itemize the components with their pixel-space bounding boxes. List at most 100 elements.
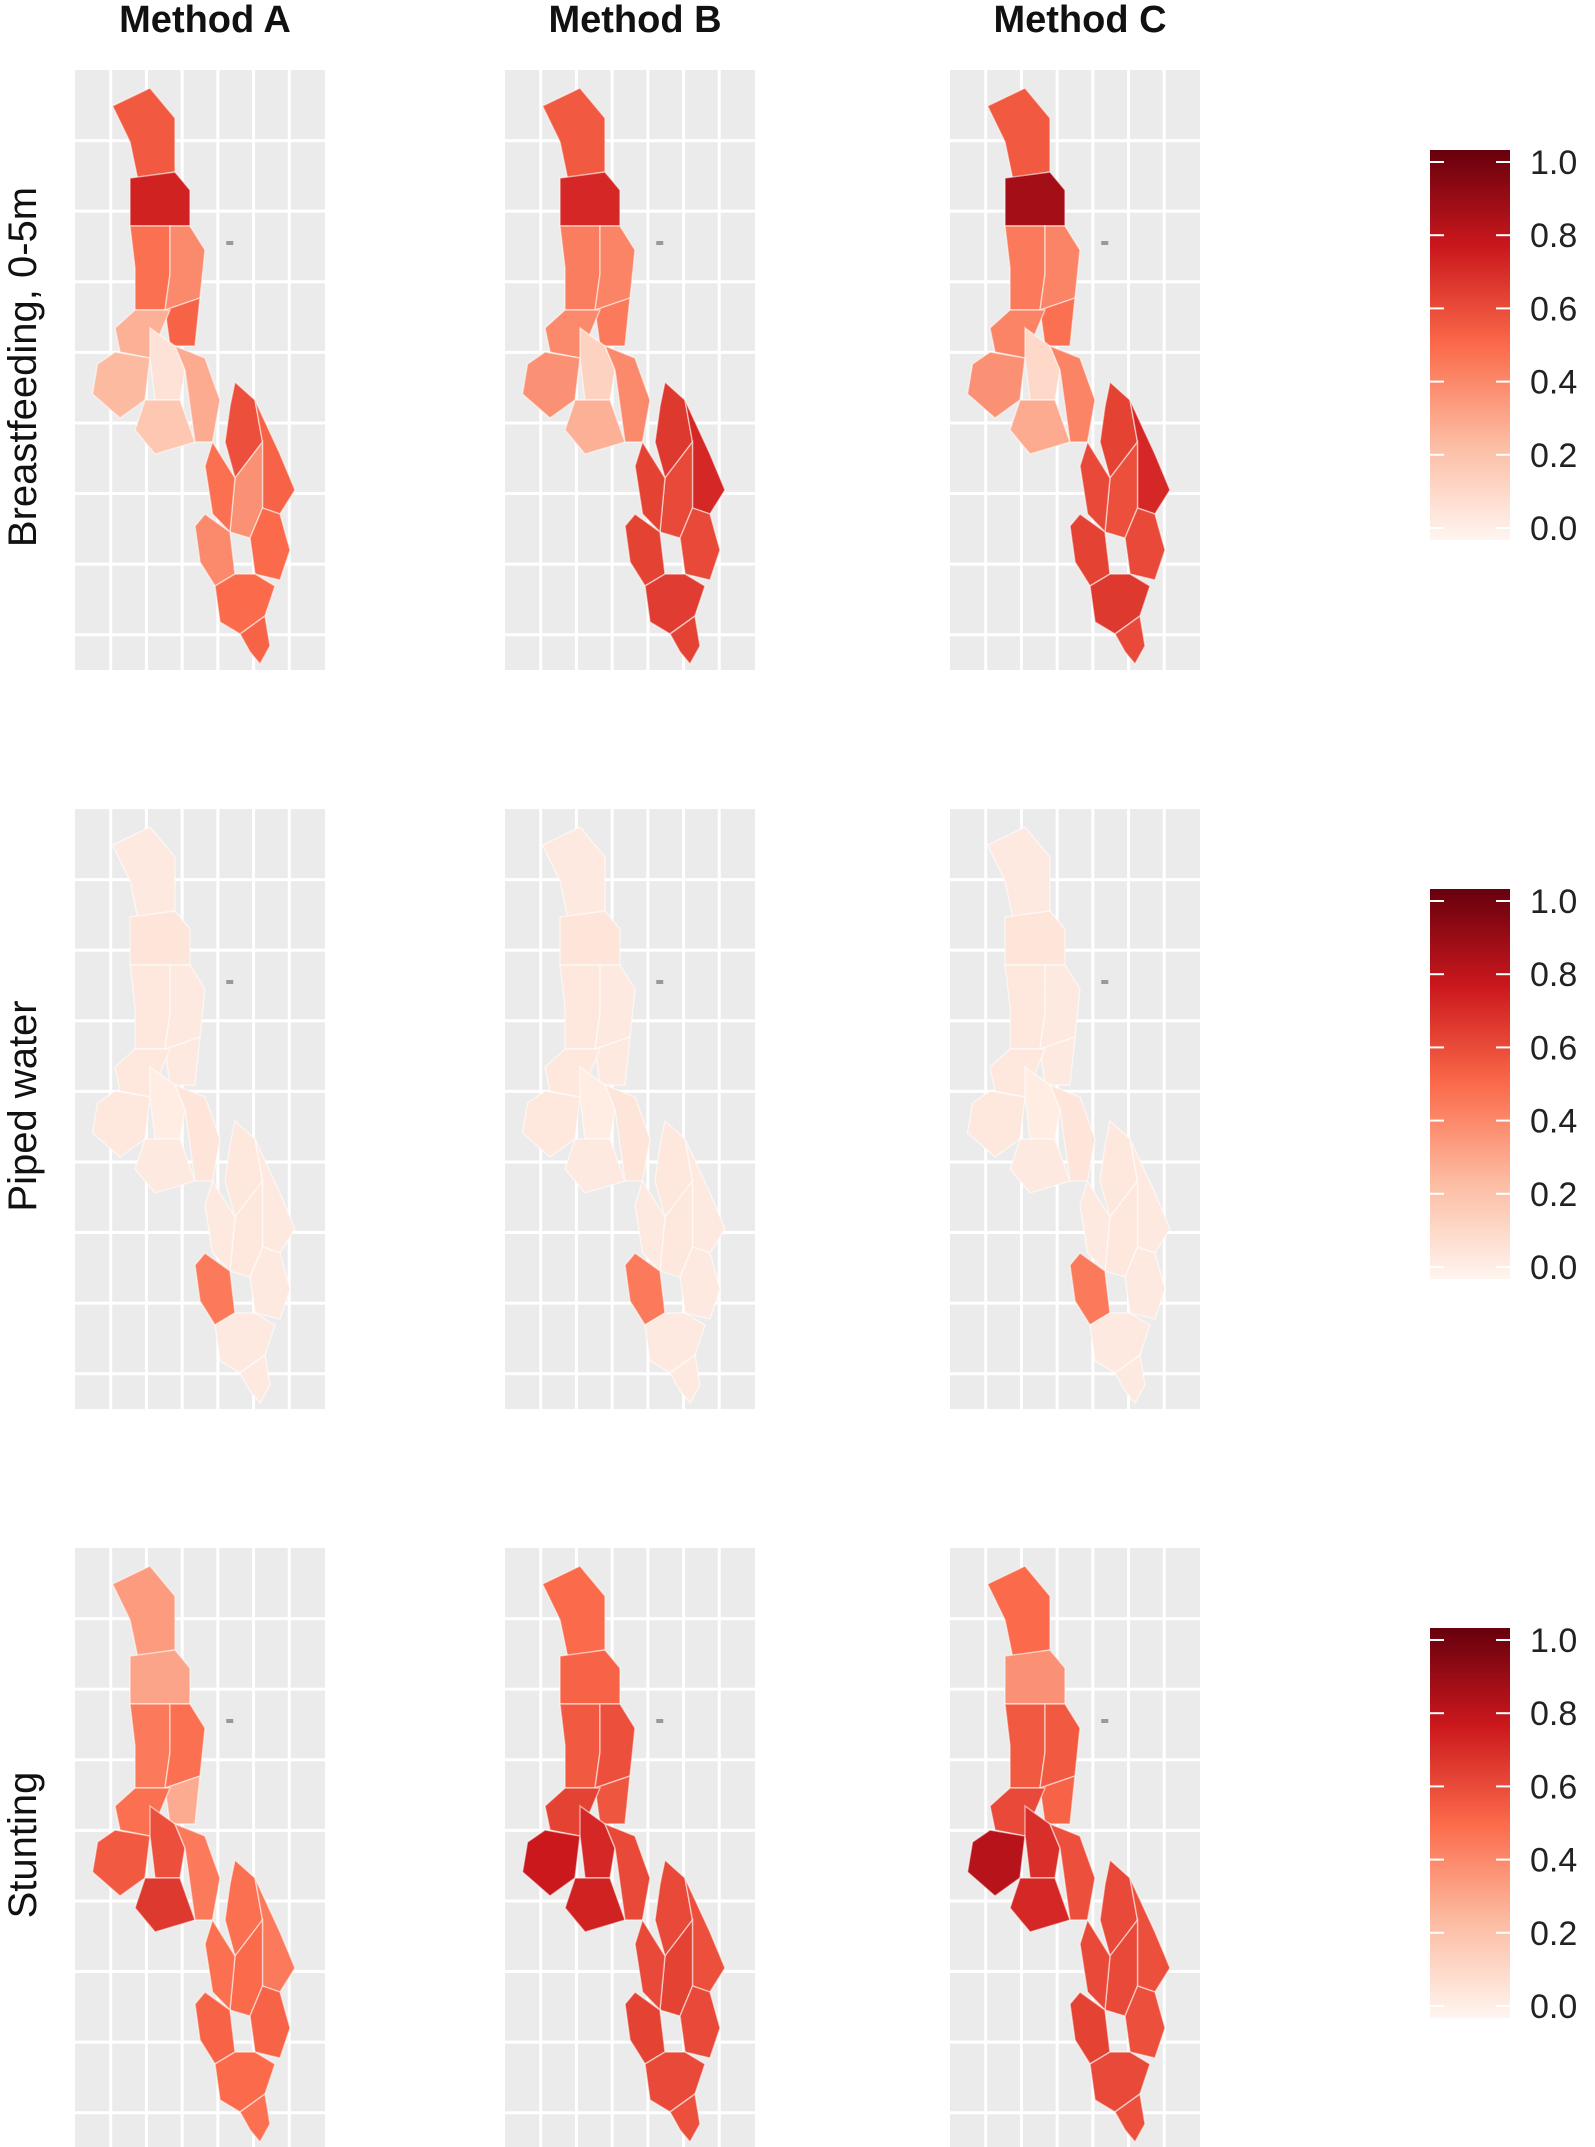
district-5 — [164, 1774, 201, 1825]
legend-tick-label: 0.6 — [1530, 1029, 1577, 1067]
column-title-method-c: Method C — [993, 0, 1166, 41]
district-15 — [1124, 1985, 1166, 2059]
column-title-method-b: Method B — [548, 0, 721, 41]
island-mark — [1101, 1719, 1109, 1723]
district-2 — [129, 171, 191, 227]
district-2 — [129, 1649, 191, 1705]
district-14 — [1079, 1918, 1111, 2012]
legend-tick-label: 0.8 — [1530, 217, 1577, 255]
district-14 — [204, 1179, 236, 1273]
district-2 — [129, 910, 191, 966]
legend-tick-label: 0.4 — [1530, 364, 1577, 402]
map-panel-r1-c2 — [505, 70, 755, 670]
district-15 — [249, 1246, 291, 1320]
legend-tick-label: 0.0 — [1530, 1988, 1577, 2026]
color-legend-row-2: 1.0 0.8 0.6 0.4 0.2 0.0 — [1430, 883, 1577, 1287]
district-18 — [669, 614, 701, 666]
map-panel-r1-c1 — [75, 70, 325, 670]
district-9 — [1009, 1138, 1071, 1194]
district-15 — [1124, 1246, 1166, 1320]
district-15 — [679, 1985, 721, 2059]
district-9 — [134, 1138, 196, 1194]
row-label-piped-water: Piped water — [1, 1000, 45, 1211]
legend-color-bar — [1430, 1628, 1510, 2018]
legend-tick-label: 1.0 — [1530, 883, 1577, 921]
legend-tick-label: 0.2 — [1530, 437, 1577, 475]
district-18 — [669, 1353, 701, 1405]
district-3 — [559, 964, 601, 1050]
district-18 — [1114, 1353, 1146, 1405]
legend-tick-label: 0.6 — [1530, 1768, 1577, 1806]
district-5 — [594, 296, 631, 347]
district-14 — [634, 1918, 666, 2012]
district-18 — [1114, 2092, 1146, 2144]
district-9 — [134, 399, 196, 455]
island-mark — [226, 1719, 234, 1723]
district-9 — [564, 1138, 626, 1194]
row-label-stunting: Stunting — [1, 1772, 45, 1919]
color-legends: 1.0 0.8 0.6 0.4 0.2 0.0 1.0 0.8 0.6 0.4 0.2 0.0 1.0 0… — [1430, 144, 1577, 2026]
district-2 — [1004, 171, 1066, 227]
district-3 — [1004, 964, 1046, 1050]
district-18 — [239, 2092, 271, 2144]
island-mark — [656, 980, 664, 984]
district-18 — [239, 1353, 271, 1405]
district-5 — [164, 296, 201, 347]
district-3 — [1004, 225, 1046, 311]
map-panel-r1-c3 — [950, 70, 1200, 670]
legend-color-bar — [1430, 889, 1510, 1279]
legend-tick-label: 0.0 — [1530, 510, 1577, 548]
legend-tick-label: 1.0 — [1530, 144, 1577, 182]
district-3 — [129, 964, 171, 1050]
legend-color-bar — [1430, 150, 1510, 540]
district-5 — [1039, 1774, 1076, 1825]
island-mark — [1101, 980, 1109, 984]
district-14 — [1079, 440, 1111, 534]
map-panel-r2-c1 — [75, 809, 325, 1409]
district-2 — [559, 910, 621, 966]
legend-tick-label: 0.8 — [1530, 956, 1577, 994]
map-panel-r3-c1 — [75, 1548, 325, 2147]
district-18 — [239, 614, 271, 666]
district-9 — [1009, 399, 1071, 455]
legend-tick-label: 0.8 — [1530, 1695, 1577, 1733]
district-18 — [669, 2092, 701, 2144]
island-mark — [656, 241, 664, 245]
district-14 — [634, 1179, 666, 1273]
legend-tick-label: 0.0 — [1530, 1249, 1577, 1287]
legend-tick-label: 0.4 — [1530, 1842, 1577, 1880]
district-15 — [249, 507, 291, 581]
district-15 — [249, 1985, 291, 2059]
district-2 — [559, 1649, 621, 1705]
district-14 — [204, 440, 236, 534]
district-15 — [679, 507, 721, 581]
row-label-breastfeeding: Breastfeeding, 0-5m — [1, 187, 45, 547]
district-9 — [564, 1877, 626, 1933]
district-3 — [129, 1703, 171, 1789]
district-15 — [1124, 507, 1166, 581]
district-9 — [564, 399, 626, 455]
map-panel-r2-c2 — [505, 809, 755, 1409]
legend-tick-label: 1.0 — [1530, 1622, 1577, 1660]
island-mark — [226, 980, 234, 984]
island-mark — [226, 241, 234, 245]
legend-tick-label: 0.2 — [1530, 1915, 1577, 1953]
district-3 — [129, 225, 171, 311]
district-2 — [1004, 1649, 1066, 1705]
district-15 — [679, 1246, 721, 1320]
district-5 — [594, 1774, 631, 1825]
district-5 — [164, 1035, 201, 1086]
legend-tick-label: 0.4 — [1530, 1103, 1577, 1141]
island-mark — [656, 1719, 664, 1723]
legend-tick-label: 0.2 — [1530, 1176, 1577, 1214]
island-mark — [1101, 241, 1109, 245]
district-5 — [1039, 1035, 1076, 1086]
district-9 — [1009, 1877, 1071, 1933]
district-14 — [1079, 1179, 1111, 1273]
district-14 — [204, 1918, 236, 2012]
map-panel-r2-c3 — [950, 809, 1200, 1409]
district-18 — [1114, 614, 1146, 666]
district-14 — [634, 440, 666, 534]
district-2 — [559, 171, 621, 227]
